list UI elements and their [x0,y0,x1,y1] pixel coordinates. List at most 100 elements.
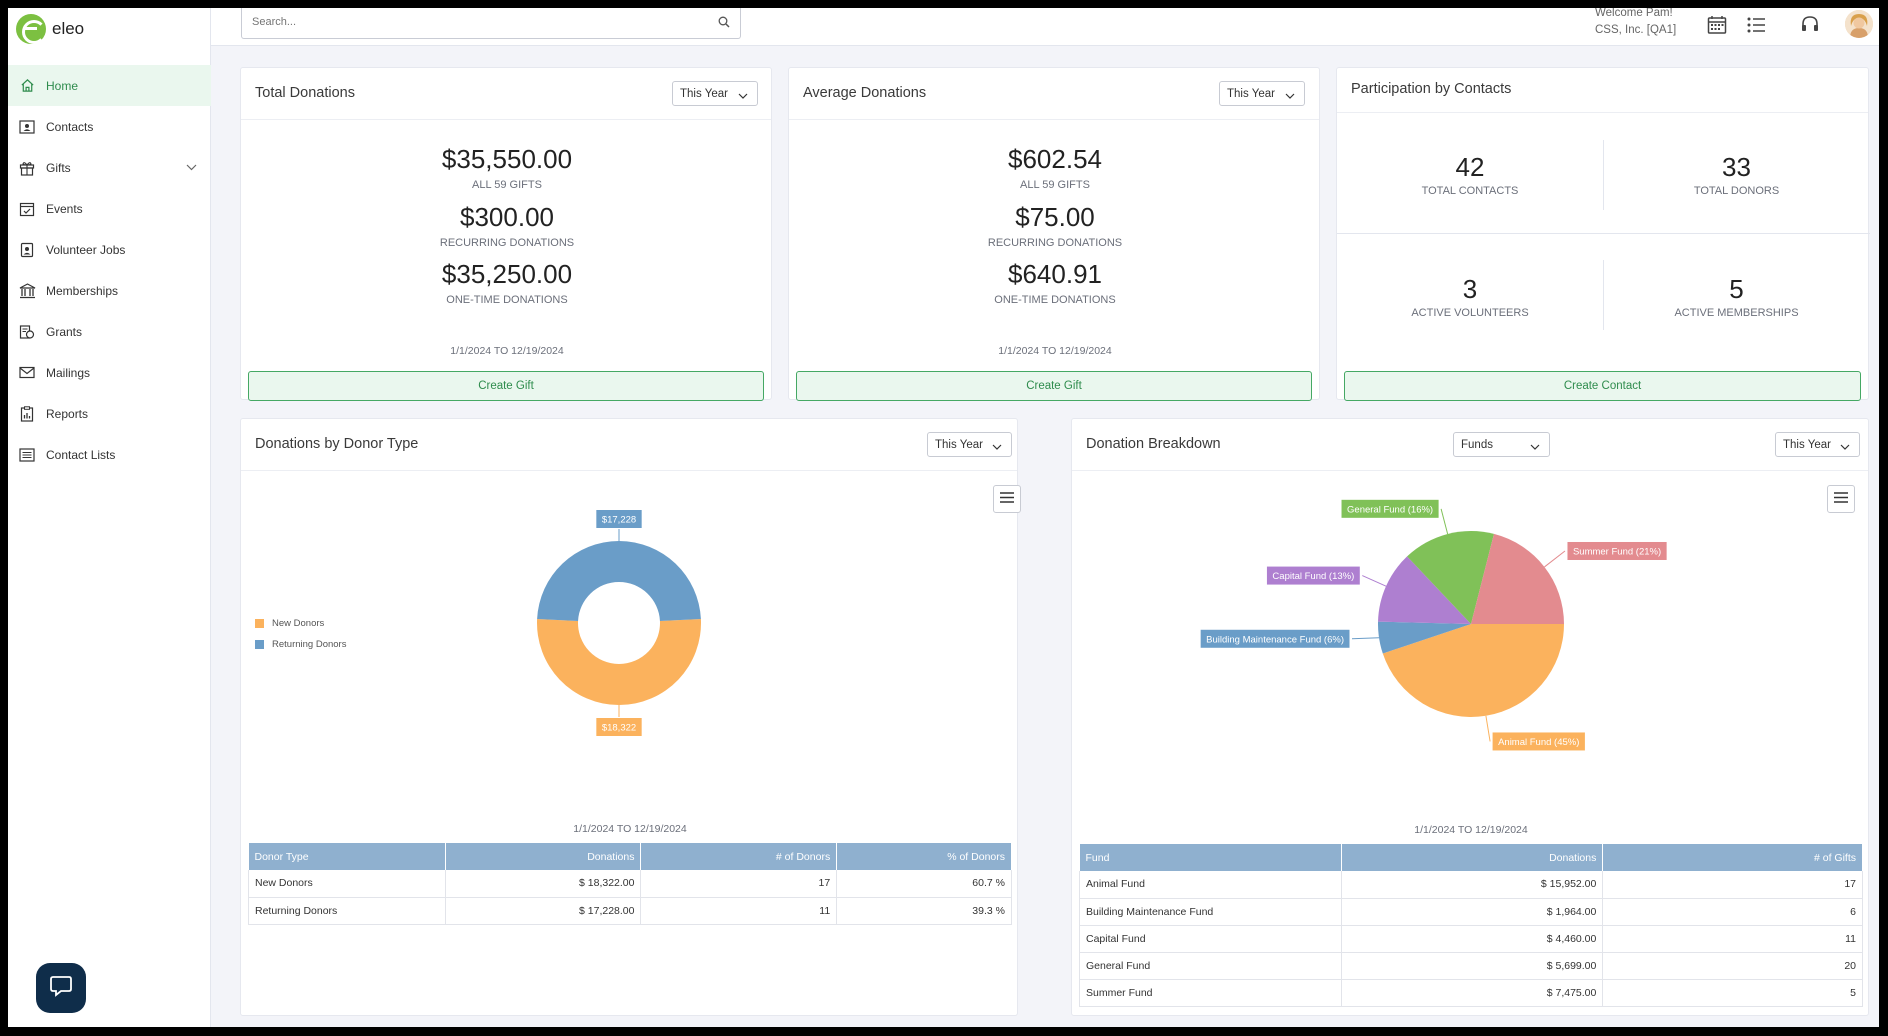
divider [1603,260,1604,330]
table-row[interactable]: Building Maintenance Fund $ 1,964.00 6 [1079,898,1863,926]
table-cell: Summer Fund [1079,979,1342,1007]
group-by-dropdown[interactable]: Funds [1453,432,1550,457]
data-label-text: Building Maintenance Fund (6%) [1206,634,1344,645]
table-cell: $ 4,460.00 [1341,925,1604,953]
data-label: $17,228 [595,509,643,529]
data-label: Building Maintenance Fund (6%) [1199,628,1351,649]
user-avatar[interactable] [1845,10,1873,38]
stat-label: TOTAL DONORS [1693,185,1780,197]
column-header[interactable]: # of Gifts [1602,844,1863,871]
data-label-box [1340,498,1440,519]
onetime-amount: $35,250.00 [441,259,573,289]
chevron-down-icon [738,90,748,102]
legend-item-returning-donors[interactable]: Returning Donors [255,639,346,650]
column-header[interactable]: Donor Type [248,843,446,870]
table-row[interactable]: General Fund $ 5,699.00 20 [1079,952,1863,980]
table-row[interactable]: Capital Fund $ 4,460.00 11 [1079,925,1863,953]
card-header: Participation by Contacts [1337,68,1868,113]
stat-value: 5 [1729,274,1744,304]
sidebar-item-label: Home [46,78,79,93]
period-dropdown[interactable]: This Year [672,81,758,106]
chat-support-button[interactable] [36,963,86,1013]
welcome-text: Welcome Pam! [1595,8,1673,19]
total-amount-block: $35,550.00 ALL 59 GIFTS [241,144,773,191]
table-cell: $ 18,322.00 [445,870,642,898]
table-row[interactable]: New Donors $ 18,322.00 17 60.7 % [248,870,1012,898]
total-contacts-stat: 42 TOTAL CONTACTS [1337,152,1603,197]
data-label-box [595,509,643,529]
label-connector [1351,637,1380,640]
headset-icon[interactable] [1797,12,1823,38]
table-cell: 17 [640,870,838,898]
sidebar-item-home[interactable]: Home [8,65,211,106]
pie-slice-2[interactable] [1378,556,1471,624]
table-cell: Returning Donors [248,897,446,925]
create-gift-button[interactable]: Create Gift [796,371,1312,401]
column-header[interactable]: Fund [1079,844,1342,871]
period-dropdown[interactable]: This Year [927,432,1012,457]
pie-slice-4[interactable] [1471,533,1564,624]
pie-slice-0[interactable] [1382,624,1564,717]
donut-slice-0[interactable] [537,619,701,706]
average-onetime-amount: $640.91 [1008,259,1102,289]
chevron-down-icon[interactable] [186,160,197,174]
stat-value: 33 [1722,152,1751,182]
pie-slice-3[interactable] [1407,531,1494,624]
divider [1603,140,1604,210]
table-row[interactable]: Summer Fund $ 7,475.00 5 [1079,979,1863,1007]
search-icon[interactable] [718,15,730,33]
create-contact-button[interactable]: Create Contact [1344,371,1861,401]
app-frame: eleo Home Contacts Gifts Events V [8,8,1879,1027]
period-dropdown[interactable]: This Year [1775,432,1860,457]
table-row[interactable]: Returning Donors $ 17,228.00 11 39.3 % [248,897,1012,925]
table-cell: Capital Fund [1079,925,1342,953]
sidebar-item-contact-lists[interactable]: Contact Lists [8,434,211,475]
task-list-icon[interactable] [1743,12,1769,38]
table-header-row: Donor Type Donations # of Donors % of Do… [248,843,1012,870]
donut-slice-1[interactable] [537,541,701,622]
average-recurring-amount: $75.00 [1015,202,1095,232]
hamburger-icon [1000,490,1014,508]
data-label: Capital Fund (13%) [1265,565,1361,586]
data-label-text: Summer Fund (21%) [1573,546,1661,557]
column-header[interactable]: Donations [445,843,642,870]
pie-slice-1[interactable] [1378,621,1471,654]
sidebar-item-events[interactable]: Events [8,188,211,229]
donation-breakdown-table: Fund Donations # of Gifts Animal Fund $ 1… [1079,844,1863,1007]
create-gift-button[interactable]: Create Gift [248,371,764,401]
sidebar-item-gifts[interactable]: Gifts [8,147,211,188]
chart-menu-button[interactable] [1827,485,1855,513]
calendar-icon[interactable] [1704,12,1730,38]
sidebar-item-label: Reports [46,406,89,421]
sidebar-item-volunteer-jobs[interactable]: Volunteer Jobs [8,229,211,270]
top-bar: Welcome Pam! CSS, Inc. [QA1] [211,8,1879,46]
period-dropdown[interactable]: This Year [1219,81,1305,106]
data-label: $18,322 [595,717,643,737]
chart-menu-button[interactable] [993,485,1021,513]
organization-name: CSS, Inc. [QA1] [1595,24,1677,36]
sidebar-item-mailings[interactable]: Mailings [8,352,211,393]
label-connector [1485,715,1491,742]
eleo-logo[interactable]: eleo [16,14,84,44]
onetime-amount-block: $35,250.00 ONE-TIME DONATIONS [241,259,773,306]
dropdown-value: This Year [935,438,983,451]
table-cell: $ 17,228.00 [445,897,642,925]
data-label: Summer Fund (21%) [1566,540,1668,561]
card-title: Donations by Donor Type [255,436,419,452]
legend-item-new-donors[interactable]: New Donors [255,618,324,629]
recurring-amount-label: RECURRING DONATIONS [439,237,575,249]
column-header[interactable]: Donations [1341,844,1604,871]
search-input[interactable] [252,8,712,36]
sidebar-item-contacts[interactable]: Contacts [8,106,211,147]
average-all-block: $602.54 ALL 59 GIFTS [789,144,1321,191]
sidebar-item-grants[interactable]: Grants [8,311,211,352]
column-header[interactable]: # of Donors [640,843,838,870]
table-cell: 20 [1602,952,1863,980]
table-cell: New Donors [248,870,446,898]
sidebar-item-memberships[interactable]: Memberships [8,270,211,311]
data-label-box [1265,565,1361,586]
table-cell: Building Maintenance Fund [1079,898,1342,926]
column-header[interactable]: % of Donors [836,843,1012,870]
sidebar-item-reports[interactable]: Reports [8,393,211,434]
table-row[interactable]: Animal Fund $ 15,952.00 17 [1079,871,1863,899]
